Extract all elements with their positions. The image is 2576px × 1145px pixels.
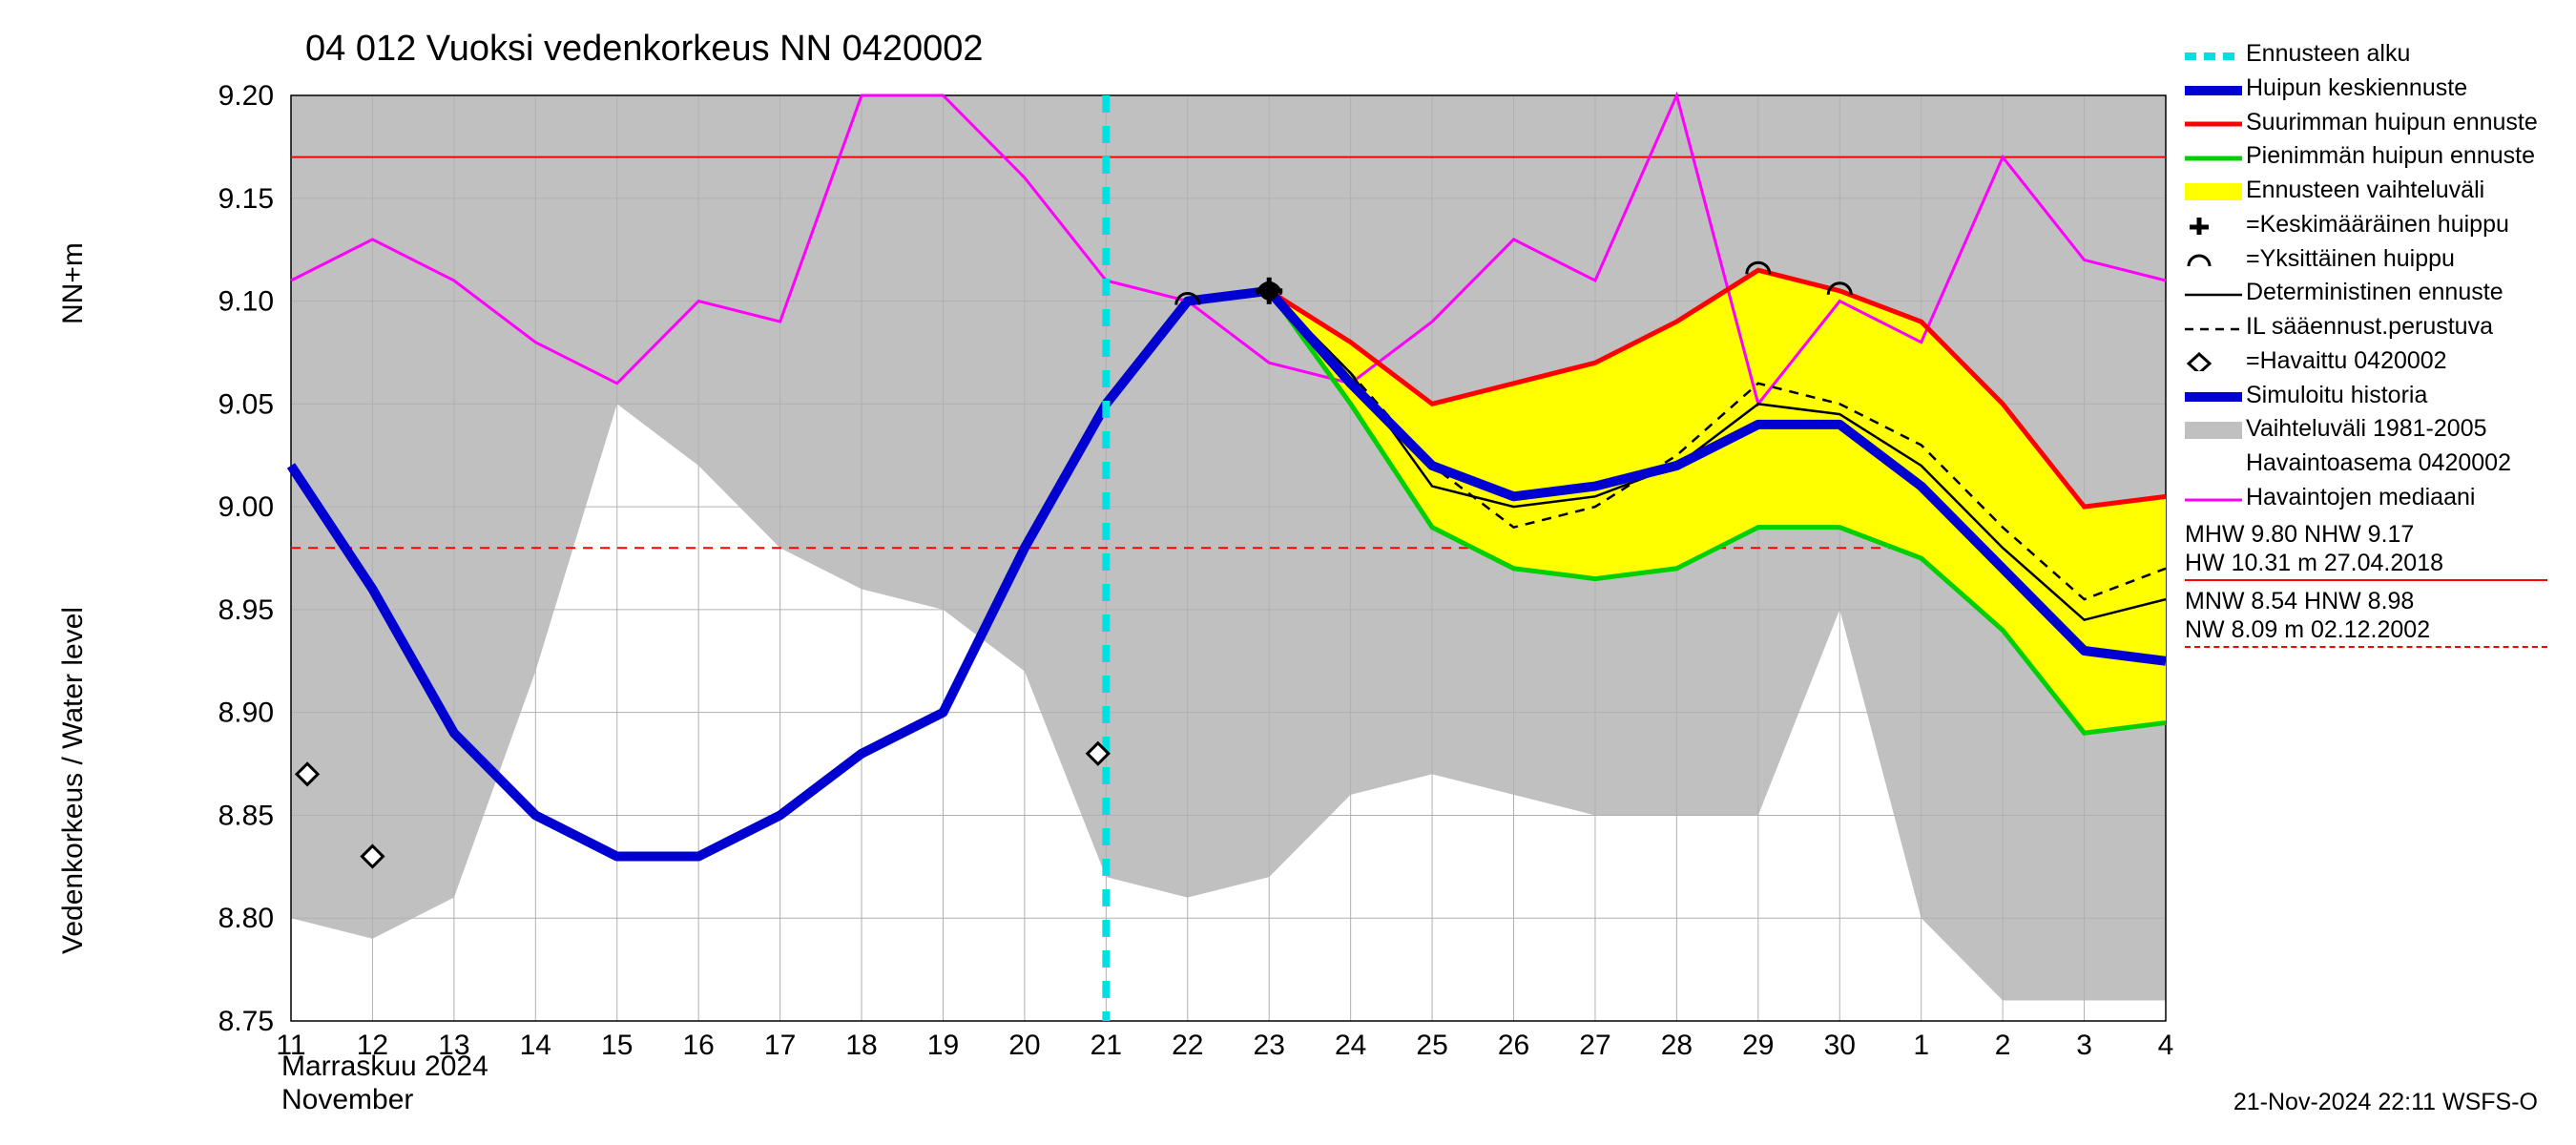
x-tick-label: 19	[927, 1030, 959, 1061]
legend: Ennusteen alkuHuipun keskiennusteSuurimm…	[2185, 38, 2547, 648]
legend-label: Ennusteen alku	[2246, 38, 2547, 71]
x-tick-label: 30	[1824, 1030, 1856, 1061]
x-tick-label: 29	[1742, 1030, 1774, 1061]
y-tick-label: 9.05	[218, 388, 274, 420]
legend-item: Havaintoasema 0420002	[2185, 448, 2547, 480]
y-tick-label: 8.85	[218, 800, 274, 831]
month-fi: Marraskuu 2024	[281, 1051, 488, 1084]
y-tick-label: 9.15	[218, 183, 274, 215]
legend-label: Simuloitu historia	[2246, 380, 2547, 412]
legend-label: =Yksittäinen huippu	[2246, 243, 2547, 276]
x-tick-label: 2	[1995, 1030, 2011, 1061]
x-tick-label: 1	[1913, 1030, 1929, 1061]
y-tick-label: 8.90	[218, 697, 274, 729]
legend-item: Suurimman huipun ennuste	[2185, 107, 2547, 139]
legend-item: Simuloitu historia	[2185, 380, 2547, 412]
legend-item: Huipun keskiennuste	[2185, 73, 2547, 105]
y-tick-label: 9.00	[218, 491, 274, 523]
legend-label: Havaintoasema 0420002	[2246, 448, 2547, 480]
y-tick-label: 8.95	[218, 594, 274, 626]
x-tick-label: 18	[845, 1030, 877, 1061]
legend-stats: MHW 9.80 NHW 9.17HW 10.31 m 27.04.2018	[2185, 520, 2547, 581]
legend-label: Vaihteluväli 1981-2005	[2246, 413, 2547, 446]
legend-label: Deterministinen ennuste	[2246, 277, 2547, 309]
x-tick-label: 22	[1172, 1030, 1203, 1061]
water-level-forecast-chart: 04 012 Vuoksi vedenkorkeus NN 0420002 NN…	[0, 0, 2576, 1145]
legend-item: =Yksittäinen huippu	[2185, 243, 2547, 276]
y-tick-label: 8.80	[218, 903, 274, 934]
x-tick-label: 23	[1254, 1030, 1285, 1061]
legend-item: IL sääennust.perustuva	[2185, 311, 2547, 344]
x-tick-label: 21	[1091, 1030, 1122, 1061]
legend-item: Pienimmän huipun ennuste	[2185, 140, 2547, 173]
y-tick-label: 8.75	[218, 1006, 274, 1037]
x-tick-label: 17	[764, 1030, 796, 1061]
legend-item: Ennusteen vaihteluväli	[2185, 175, 2547, 207]
y-axis-label-top: NN+m	[57, 242, 90, 324]
legend-item: =Havaittu 0420002	[2185, 345, 2547, 378]
month-en: November	[281, 1084, 488, 1117]
legend-label: Ennusteen vaihteluväli	[2246, 175, 2547, 207]
x-tick-label: 28	[1661, 1030, 1693, 1061]
x-tick-label: 4	[2158, 1030, 2174, 1061]
x-tick-label: 26	[1498, 1030, 1529, 1061]
legend-stats: MNW 8.54 HNW 8.98NW 8.09 m 02.12.2002	[2185, 587, 2547, 648]
y-tick-label: 9.20	[218, 80, 274, 112]
legend-item: Vaihteluväli 1981-2005	[2185, 413, 2547, 446]
x-tick-label: 25	[1416, 1030, 1447, 1061]
legend-item: Havaintojen mediaani	[2185, 482, 2547, 514]
x-tick-label: 14	[520, 1030, 551, 1061]
legend-item: Deterministinen ennuste	[2185, 277, 2547, 309]
legend-label: =Keskimääräinen huippu	[2246, 209, 2547, 241]
legend-label: IL sääennust.perustuva	[2246, 311, 2547, 344]
legend-item: Ennusteen alku	[2185, 38, 2547, 71]
legend-label: Huipun keskiennuste	[2246, 73, 2547, 105]
legend-label: Pienimmän huipun ennuste	[2246, 140, 2547, 173]
y-axis-label-main: Vedenkorkeus / Water level	[57, 607, 90, 954]
x-tick-label: 15	[601, 1030, 633, 1061]
footer-timestamp: 21-Nov-2024 22:11 WSFS-O	[2233, 1089, 2538, 1116]
chart-title: 04 012 Vuoksi vedenkorkeus NN 0420002	[305, 29, 984, 70]
x-tick-label: 24	[1335, 1030, 1366, 1061]
x-axis-month-label: Marraskuu 2024 November	[281, 1051, 488, 1116]
legend-label: Suurimman huipun ennuste	[2246, 107, 2547, 139]
y-tick-label: 9.10	[218, 286, 274, 318]
x-tick-label: 3	[2076, 1030, 2092, 1061]
legend-label: =Havaittu 0420002	[2246, 345, 2547, 378]
x-tick-label: 20	[1008, 1030, 1040, 1061]
legend-label: Havaintojen mediaani	[2246, 482, 2547, 514]
legend-item: =Keskimääräinen huippu	[2185, 209, 2547, 241]
x-tick-label: 27	[1579, 1030, 1610, 1061]
x-tick-label: 16	[682, 1030, 714, 1061]
